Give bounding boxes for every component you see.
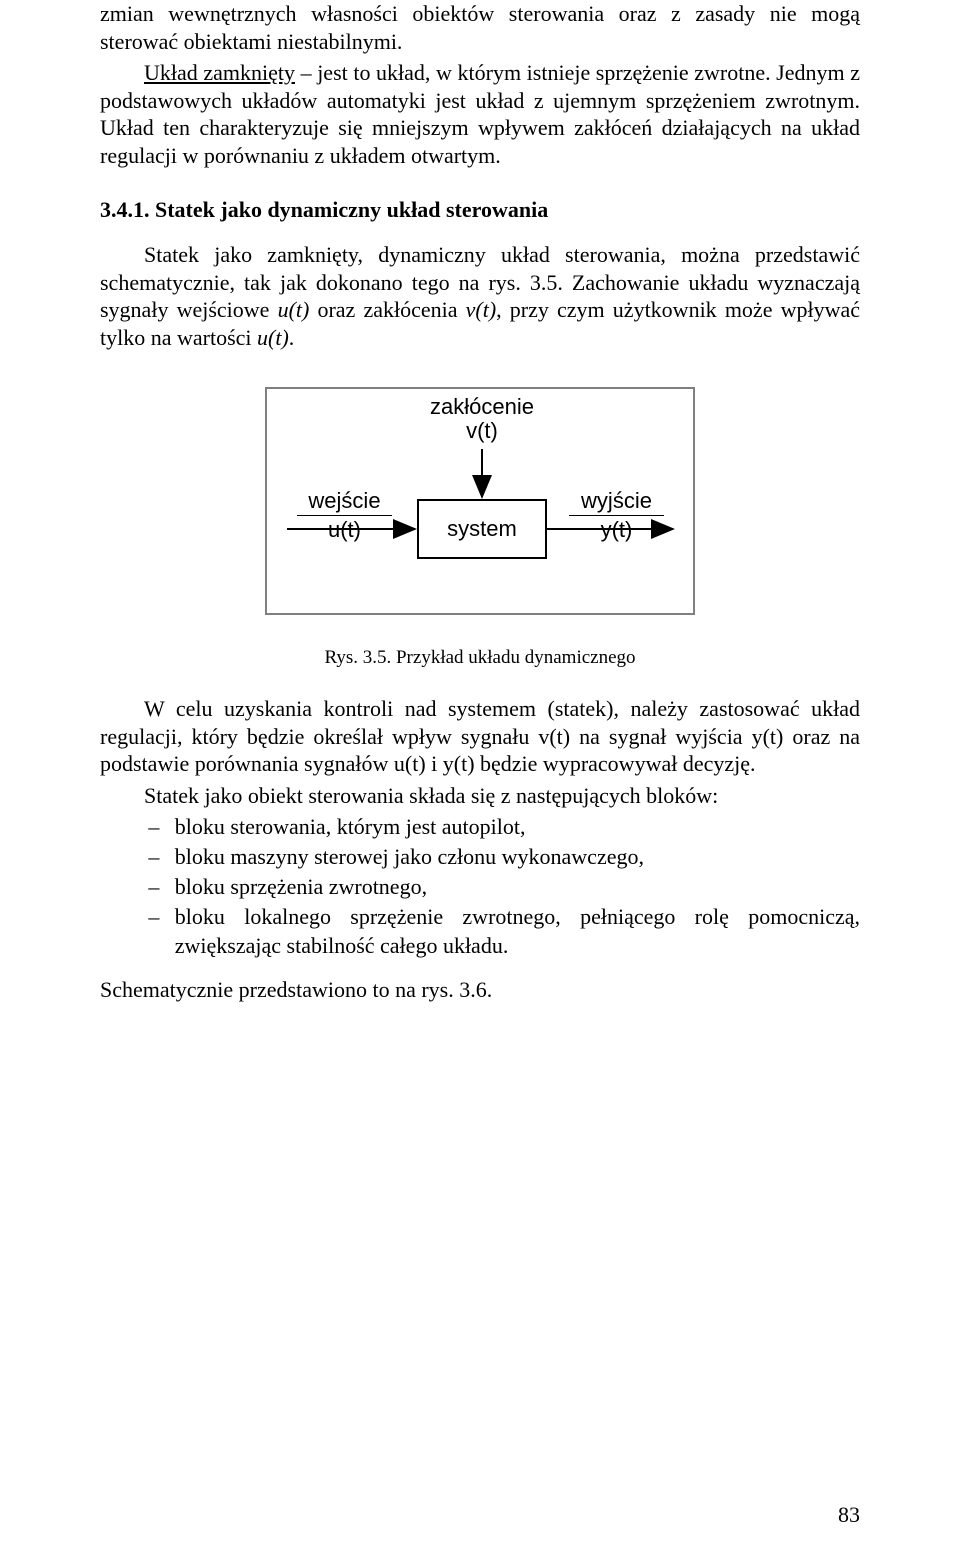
- paragraph-3: Statek jako zamknięty, dynamiczny układ …: [100, 241, 860, 351]
- list-item: bloku sprzężenia zwrotnego,: [148, 873, 860, 901]
- figure-caption: Rys. 3.5. Przykład układu dynamicznego: [100, 647, 860, 669]
- section-heading: 3.4.1. Statek jako dynamiczny układ ster…: [100, 197, 860, 223]
- block-list: bloku sterowania, którym jest autopilot,…: [100, 813, 860, 960]
- paragraph-2: Układ zamknięty – jest to układ, w który…: [100, 59, 860, 169]
- p3-b: oraz zakłócenia: [309, 297, 465, 322]
- page: zmian wewnętrznych własności obiektów st…: [0, 0, 960, 1552]
- term-closed-system: Układ zamknięty: [144, 60, 295, 85]
- p3-d: .: [289, 325, 295, 350]
- paragraph-5: Statek jako obiekt sterowania składa się…: [100, 782, 860, 810]
- var-u: u(t): [278, 297, 310, 322]
- page-number: 83: [838, 1502, 860, 1528]
- list-item: bloku sterowania, którym jest autopilot,: [148, 813, 860, 841]
- arrows-svg: [267, 389, 693, 613]
- paragraph-4: W celu uzyskania kontroli nad systemem (…: [100, 695, 860, 778]
- diagram-canvas: zakłócenie v(t) wejście u(t) wyjście y(t…: [265, 387, 695, 615]
- var-v: v(t): [466, 297, 497, 322]
- paragraph-6: Schematycznie przedstawiono to na rys. 3…: [100, 976, 860, 1004]
- list-item: bloku maszyny sterowej jako członu wykon…: [148, 843, 860, 871]
- figure-3-5: zakłócenie v(t) wejście u(t) wyjście y(t…: [265, 387, 695, 615]
- paragraph-1: zmian wewnętrznych własności obiektów st…: [100, 0, 860, 55]
- list-item: bloku lokalnego sprzężenie zwrotnego, pe…: [148, 903, 860, 959]
- var-u2: u(t): [257, 325, 289, 350]
